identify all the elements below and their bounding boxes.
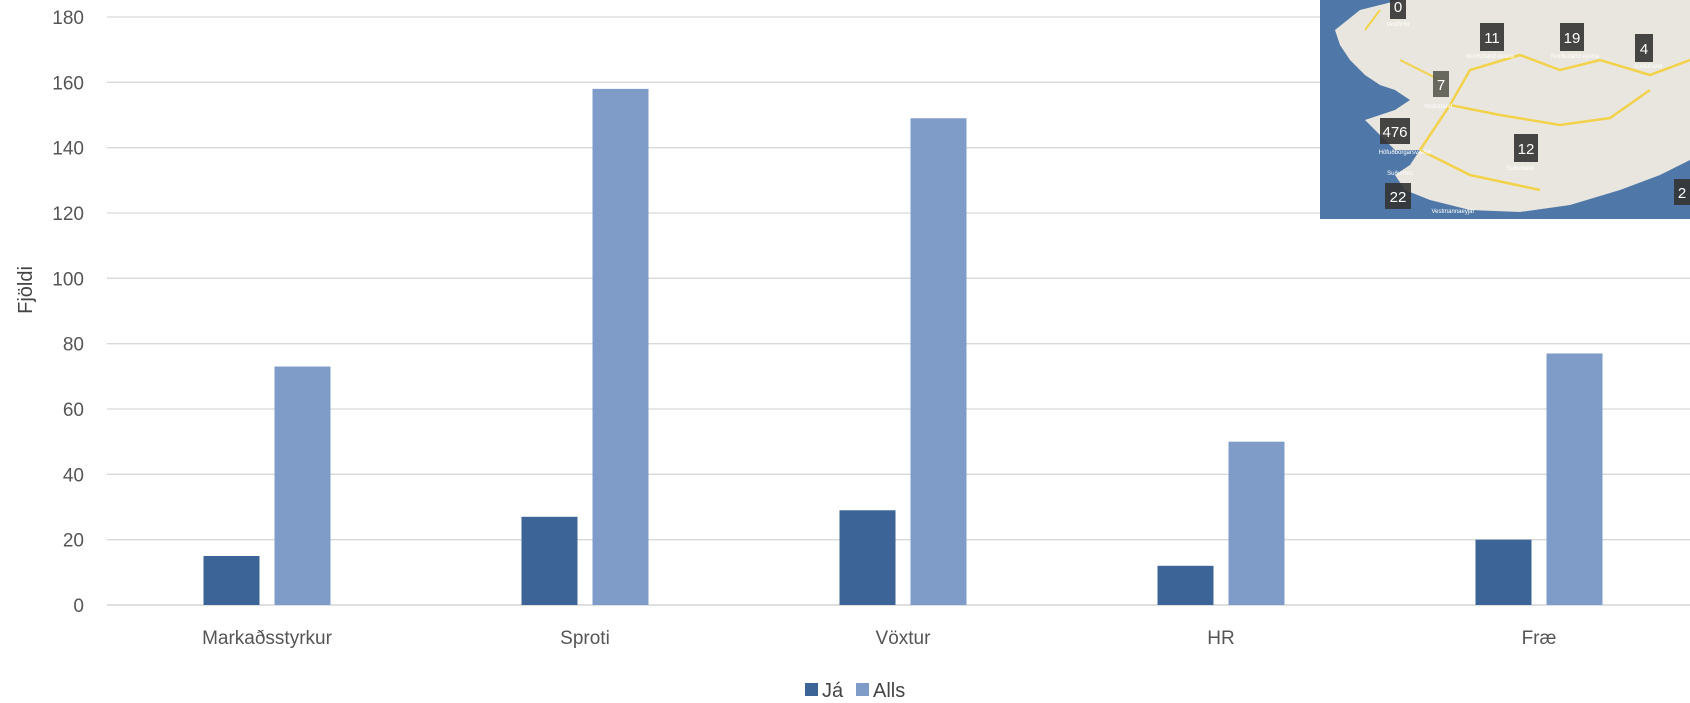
bar-Alls-Sproti [592,88,649,605]
map-marker [1674,179,1690,205]
map-region-label: Austurland [1634,64,1663,70]
bar-Alls-Vöxtur [910,118,967,606]
y-tick-label: 60 [63,400,84,421]
y-tick-label: 140 [52,139,84,160]
bar-Alls-HR [1228,441,1285,605]
y-tick-label: 180 [52,8,84,29]
legend-swatch [805,683,818,696]
y-tick-label: 80 [63,335,84,356]
legend-swatch [856,683,869,696]
map-marker-count: 12 [1518,141,1535,158]
map-region-label: Norðurland eystra [1551,53,1599,60]
y-axis-title: Fjöldi [15,266,37,314]
map-marker-count: 7 [1437,77,1445,94]
map-marker [1560,23,1584,51]
bar-Já-Sproti [521,516,578,605]
y-tick-label: 20 [63,531,84,552]
x-tick-label: Vöxtur [876,628,932,649]
bar-Já-Fræ [1475,539,1532,605]
y-tick-labels: 0 20 40 60 80 100 120 140 160 180 [52,8,84,617]
bar-Já-Markaðsstyrkur [203,556,260,605]
y-tick-label: 160 [52,73,84,94]
x-tick-label: Sproti [560,628,610,649]
y-tick-label: 100 [52,269,84,290]
bars [203,88,1603,606]
map-inset: 0 Vestfirðir 11 Norðurland vestra 19 Norðurla… [1320,0,1690,219]
legend: Já Alls [805,680,905,702]
map-region-label: Höfuðborgarsvæðið [1379,149,1432,156]
bar-Já-Vöxtur [839,510,896,605]
y-tick-label: 120 [52,204,84,225]
x-tick-labels: Markaðsstyrkur Sproti Vöxtur HR Fræ [202,628,1556,649]
map-region-label: Norðurland vestra [1466,53,1514,60]
map-marker-count: 476 [1382,124,1407,141]
map-marker-count: 19 [1564,30,1581,47]
iceland-landmass [1335,0,1690,212]
road-network [1418,53,1690,192]
map-marker [1433,71,1449,97]
map-region-label: Suðurnes [1387,170,1413,177]
map-marker [1390,0,1406,19]
map-region-label: Vesturland [1424,104,1452,110]
map-marker [1480,23,1504,51]
legend-label: Já [822,680,844,702]
map-marker [1380,118,1410,144]
x-tick-label: HR [1207,628,1234,649]
map-marker-count: 22 [1390,189,1407,206]
map-marker-count: 2 [1678,185,1686,202]
x-tick-label: Markaðsstyrkur [202,628,333,649]
bar-Alls-Markaðsstyrkur [274,366,331,605]
map-marker [1385,183,1411,209]
map-marker-count: 11 [1484,30,1500,47]
map-markers: 0 Vestfirðir 11 Norðurland vestra 19 Norðurla… [1379,0,1690,215]
map-marker-count: 0 [1394,0,1402,16]
bar-Alls-Fræ [1546,353,1603,605]
map-region-label: Vestfirðir [1386,21,1409,28]
map-marker-count: 4 [1640,41,1648,58]
y-tick-label: 40 [63,465,84,486]
map-region-label: Vestmannaeyjar [1431,209,1474,215]
map-marker [1514,134,1538,162]
x-tick-label: Fræ [1522,628,1557,649]
map-region-label: Suðurland [1506,165,1533,172]
map-marker [1635,34,1653,62]
bar-Já-HR [1157,565,1214,605]
legend-label: Alls [873,680,905,702]
y-tick-label: 0 [73,596,84,617]
